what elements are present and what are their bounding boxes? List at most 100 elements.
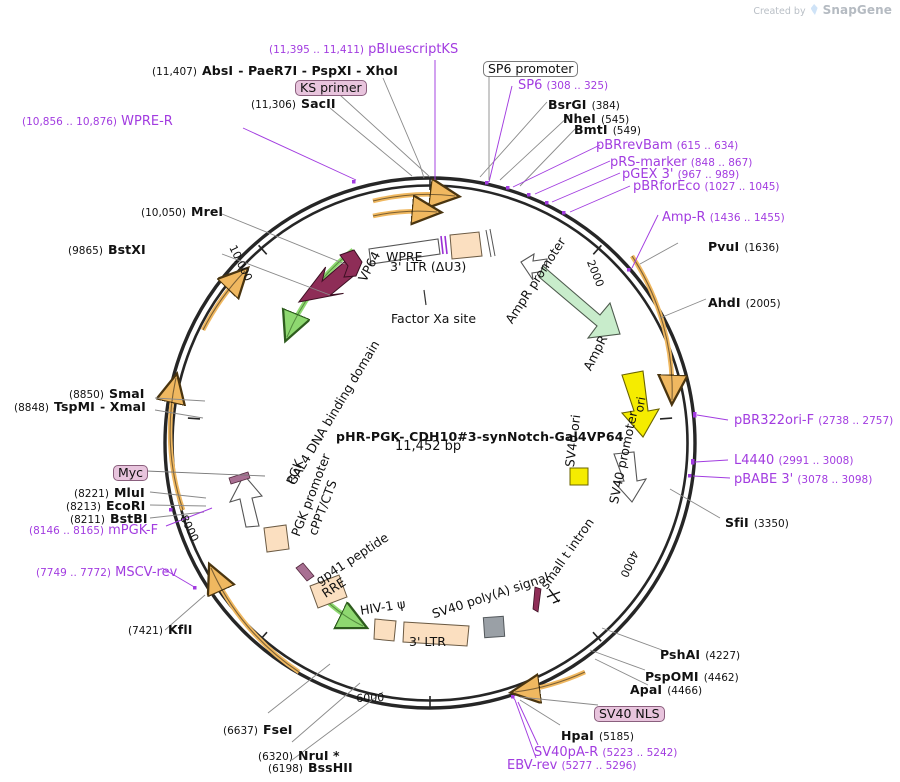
primer-range: (5223 .. 5242) — [602, 747, 678, 759]
enzyme-label-bsshii: (6198) BssHII — [268, 759, 353, 776]
enzyme-label-bstbi: (8211) BstBI — [70, 510, 148, 527]
enzyme-name: MluI — [114, 485, 145, 500]
enzyme-name: NheI — [563, 111, 596, 126]
enzyme-position: (4227) — [705, 650, 741, 662]
feature-label-3ltr-du3: 3' LTR (ΔU3) — [390, 259, 467, 274]
primer-label-prs-marker: pRS-marker (848 .. 867) — [610, 156, 752, 170]
primer-name: WPRE-R — [121, 114, 173, 129]
enzyme-position: (8211) — [70, 514, 105, 526]
enzyme-name: ApaI — [630, 682, 663, 697]
primer-label-pbrforeco: pBRforEco (1027 .. 1045) — [633, 180, 780, 194]
plasmid-length: 11,452 bp — [395, 439, 462, 454]
feature-pgk-promoter-arrow — [228, 474, 264, 528]
primer-label-sp6: SP6 (308 .. 325) — [518, 79, 608, 93]
feature-factor-xa-tick — [423, 289, 427, 306]
enzyme-label-absi: (11,407) AbsI - PaeR7I - PspXI - XhoI — [152, 62, 398, 79]
boxed-label-myc: Myc — [113, 464, 149, 482]
feature-gp41-spindle — [295, 562, 315, 582]
enzyme-position: (8850) — [69, 389, 104, 401]
enzyme-position: (6320) — [258, 751, 293, 763]
enzyme-label-ecori: (8213) EcoRI — [66, 497, 145, 514]
feature-arcs-orange-outline — [169, 255, 673, 693]
primer-name: pRS-marker — [610, 155, 687, 170]
primer-range: (2738 .. 2757) — [818, 415, 894, 427]
enzyme-label-bstxi: (9865) BstXI — [68, 241, 146, 258]
enzyme-name: AhdI — [708, 295, 741, 310]
enzyme-position: (8848) — [14, 402, 49, 414]
primer-label-pbabe3: pBABE 3' (3078 .. 3098) — [734, 473, 872, 487]
enzyme-label-sacii: (11,306) SacII — [251, 95, 336, 112]
feature-ampr-arrow — [538, 265, 621, 339]
leader-ks-primer — [339, 94, 431, 178]
enzyme-name: PspOMI — [645, 669, 699, 684]
ks-primer-chip: KS primer — [295, 80, 367, 97]
primer-range: (10,856 .. 10,876) — [22, 116, 118, 128]
enzyme-name: BmtI — [574, 122, 608, 137]
enzyme-name: NruI * — [298, 748, 340, 763]
enzyme-position: (9865) — [68, 245, 103, 257]
enzyme-name: MreI — [191, 204, 224, 219]
enzyme-position: (2005) — [745, 298, 781, 310]
feature-ampr-promoter-arrow — [520, 252, 548, 281]
feature-cppt-cts-box — [263, 524, 290, 553]
sv40-nls-chip: SV40 NLS — [594, 706, 665, 723]
primer-name: L4440 — [734, 453, 775, 468]
enzyme-name: KflI — [168, 622, 193, 637]
feature-sv40-promoter-arrow — [612, 451, 648, 503]
primer-range: (1436 .. 1455) — [709, 212, 785, 224]
primer-name: MSCV-rev — [115, 565, 178, 580]
enzyme-label-hpai: HpaI (5185) — [561, 727, 634, 744]
primer-label-pbrrevbam: pBRrevBam (615 .. 634) — [596, 139, 738, 153]
ruler-tick-6000: 6000 — [356, 691, 385, 705]
primer-name: SP6 — [518, 78, 543, 93]
sp6-promoter-chip: SP6 promoter — [483, 61, 579, 78]
primer-name: pBABE 3' — [734, 472, 794, 487]
enzyme-name: BssHII — [308, 760, 353, 775]
enzyme-label-pshai: PshAI (4227) — [660, 646, 740, 663]
primer-label-wpre-r: (10,856 .. 10,876) WPRE-R — [22, 115, 173, 129]
primer-name: pBRforEco — [633, 179, 701, 194]
enzyme-position: (549) — [612, 125, 641, 137]
primer-name: Amp-R — [662, 210, 706, 225]
page-title: pHR-PGK- CDH10#3-synNotch-Gal4VP64 — [336, 429, 624, 444]
enzyme-label-nhei: NheI (545) — [563, 110, 629, 127]
enzyme-label-sfii: SfiI (3350) — [725, 514, 789, 531]
enzyme-position: (7421) — [128, 625, 163, 637]
enzyme-position: (6198) — [268, 763, 303, 775]
enzyme-position: (1636) — [744, 242, 780, 254]
primer-name: SV40pA-R — [534, 745, 599, 760]
enzyme-label-smai: (8850) SmaI — [69, 385, 145, 402]
enzyme-position: (4462) — [703, 672, 739, 684]
primer-range: (848 .. 867) — [690, 157, 753, 169]
enzyme-position: (5185) — [599, 731, 634, 743]
watermark-prefix: Created by — [753, 6, 806, 17]
snapgene-logo-icon — [810, 4, 818, 15]
enzyme-position: (4466) — [667, 685, 703, 697]
leader-lines-enzyme — [149, 77, 721, 761]
primer-label-ebv-rev: EBV-rev (5277 .. 5296) — [507, 759, 636, 773]
watermark-brand: SnapGene — [822, 3, 892, 17]
primer-range: (615 .. 634) — [676, 140, 739, 152]
enzyme-position: (6637) — [223, 725, 258, 737]
primer-range: (1027 .. 1045) — [704, 181, 780, 193]
feature-wpre-box — [368, 238, 441, 265]
enzyme-name: BstBI — [110, 511, 148, 526]
feature-label-wpre: WPRE — [386, 249, 423, 264]
enzyme-name: BstXI — [108, 242, 146, 257]
primer-range: (11,395 .. 11,411) — [269, 44, 365, 56]
feature-vp64-arrow — [339, 249, 363, 278]
enzyme-name: SmaI — [109, 386, 145, 401]
enzyme-extra: - PaeR7I - PspXI - XhoI — [238, 63, 398, 78]
feature-hiv1-psi-box — [373, 618, 397, 642]
feature-sv40-ori-box — [569, 467, 589, 486]
feature-small-t-intron — [546, 588, 561, 604]
feature-3ltr-box — [402, 621, 470, 647]
inner-orange-arrows — [372, 194, 455, 216]
feature-marker-bars — [440, 235, 448, 255]
enzyme-label-tspmi: (8848) TspMI - XmaI — [14, 398, 146, 415]
boxed-label-sp6-promoter: SP6 promoter — [483, 60, 579, 78]
snapgene-watermark: Created by SnapGene — [753, 3, 892, 17]
feature-rre-box — [309, 574, 348, 609]
